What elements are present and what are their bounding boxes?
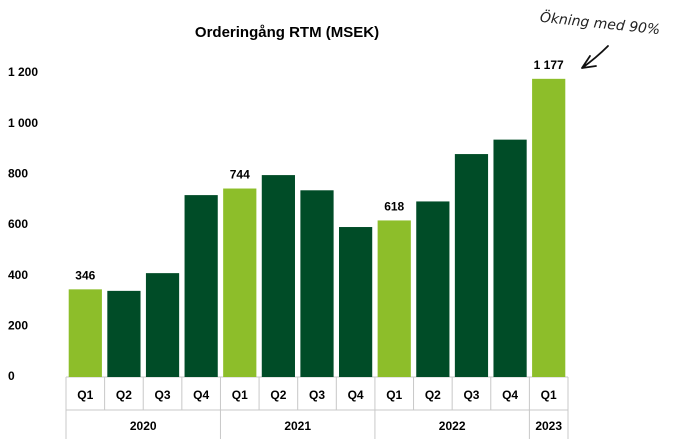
x-tick-label: Q2: [425, 388, 441, 402]
annotation: Ökning med 90%: [539, 8, 661, 39]
group-label: 2022: [439, 419, 466, 433]
bar: [454, 154, 489, 377]
group-label: 2021: [284, 419, 311, 433]
x-tick-label: Q3: [155, 388, 171, 402]
bar: [145, 273, 180, 377]
bar: [261, 175, 295, 377]
value-label: 346: [75, 269, 95, 283]
x-tick-label: Q1: [232, 388, 248, 402]
bar: [416, 201, 450, 377]
x-tick-label: Q3: [309, 388, 325, 402]
annotation-arrow: [581, 45, 609, 69]
group-label: 2020: [130, 419, 157, 433]
x-tick-label: Q3: [463, 388, 479, 402]
y-tick-label: 0: [8, 369, 15, 383]
x-tick-label: Q4: [502, 388, 518, 402]
y-tick-label: 600: [8, 217, 28, 231]
y-tick-label: 200: [8, 319, 28, 333]
x-tick-label: Q1: [541, 388, 557, 402]
x-tick-label: Q1: [77, 388, 93, 402]
bar: [300, 190, 334, 377]
y-tick-label: 1 000: [8, 116, 38, 130]
bar: [223, 188, 257, 377]
value-label: 618: [384, 200, 404, 214]
y-tick-label: 800: [8, 167, 28, 181]
value-label: 744: [230, 168, 250, 182]
x-tick-label: Q4: [193, 388, 209, 402]
bar: [377, 220, 411, 377]
bar: [184, 195, 218, 377]
value-label: 1 177: [534, 58, 564, 72]
bar: [339, 227, 373, 377]
group-label: 2023: [535, 419, 562, 433]
x-tick-label: Q2: [116, 388, 132, 402]
bar: [532, 78, 566, 378]
bar: [493, 139, 527, 377]
x-tick-label: Q1: [386, 388, 402, 402]
x-tick-label: Q2: [270, 388, 286, 402]
y-tick-label: 400: [8, 268, 28, 282]
y-tick-label: 1 200: [8, 65, 38, 79]
bar: [107, 290, 141, 377]
chart-title: Orderingång RTM (MSEK): [195, 24, 379, 41]
bar: [68, 289, 102, 377]
x-tick-label: Q4: [348, 388, 364, 402]
